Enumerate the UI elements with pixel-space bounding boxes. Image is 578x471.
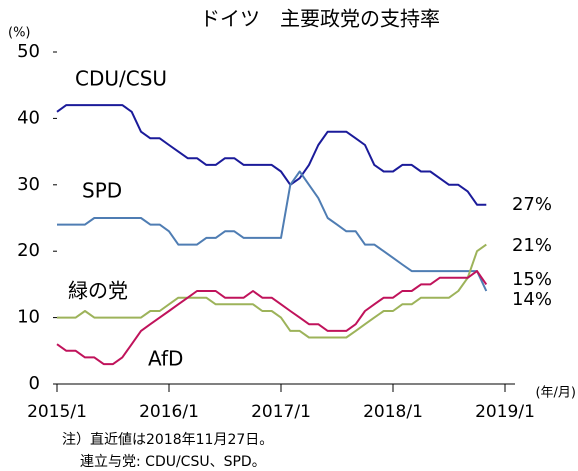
series-line [56, 270, 488, 366]
series-line [56, 104, 487, 206]
y-unit: (%) [8, 26, 31, 41]
end-label: 15% [512, 269, 552, 290]
y-tick-label: 10 [17, 307, 40, 328]
end-label: 14% [512, 289, 552, 310]
note: 注）直近値は2018年11月27日。 [62, 431, 273, 448]
end-label: 21% [512, 235, 552, 256]
y-tick-label: 0 [29, 373, 40, 394]
x-tick-label: 2015/1 [27, 402, 87, 422]
y-tick-label: 50 [17, 41, 40, 62]
x-tick-label: 2016/1 [139, 402, 199, 422]
end-label: 27% [512, 194, 552, 215]
series-label: 緑の党 [68, 279, 128, 303]
y-tick-label: 40 [17, 107, 40, 128]
series-line [57, 243, 487, 339]
x-tick-label: 2019/1 [475, 402, 535, 422]
series-label: AfD [148, 347, 183, 371]
x-tick-label: 2017/1 [251, 402, 311, 422]
series-line [57, 170, 488, 292]
y-tick-label: 20 [17, 240, 40, 261]
chart-title: ドイツ 主要政党の支持率 [200, 7, 440, 31]
y-tick-label: 30 [17, 174, 40, 195]
series-label: SPD [82, 179, 122, 203]
x-tick-label: 2018/1 [363, 402, 423, 422]
series-label: CDU/CSU [75, 67, 167, 91]
x-unit: (年/月) [535, 386, 576, 401]
note: 連立与党: CDU/CSU、SPD。 [80, 454, 266, 470]
